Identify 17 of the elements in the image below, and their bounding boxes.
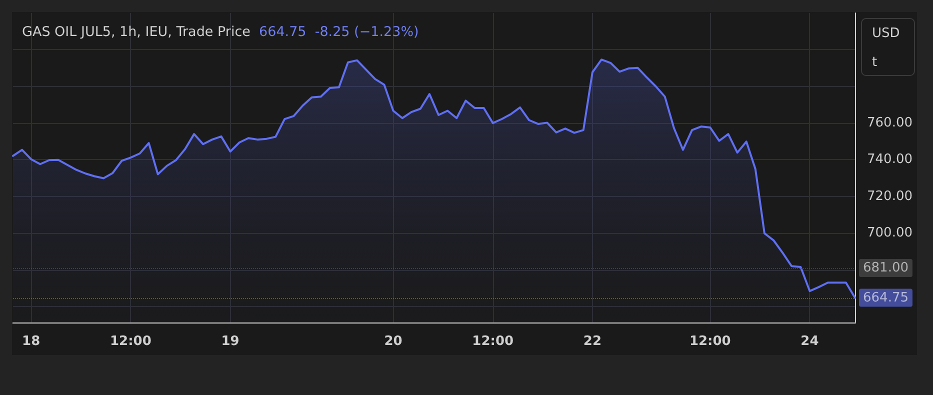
x-tick-label: 12:00 xyxy=(110,334,152,349)
y-axis-title: USD t xyxy=(861,18,915,76)
ref-line-label: 681.00 xyxy=(863,260,908,276)
y-tick-label: 740.00 xyxy=(867,152,912,168)
x-tick-label: 18 xyxy=(22,334,40,349)
text: GAS OIL JUL5, 1h, IEU, Trade Price xyxy=(22,24,250,40)
y-tick-label: 760.00 xyxy=(867,116,912,131)
y-tick-label: 720.00 xyxy=(867,188,912,204)
x-tick-label: 19 xyxy=(221,334,240,349)
x-tick-label: 20 xyxy=(384,334,402,349)
x-tick-label: 12:00 xyxy=(472,334,514,349)
x-tick-label: 22 xyxy=(583,334,602,349)
x-tick-label: 24 xyxy=(800,334,819,349)
x-tick-label: 12:00 xyxy=(689,334,731,349)
text: 664.75 -8.25 (−1.23%) xyxy=(259,24,419,40)
ref-line-label: 664.75 xyxy=(863,290,908,306)
y-tick-label: 700.00 xyxy=(867,226,912,241)
